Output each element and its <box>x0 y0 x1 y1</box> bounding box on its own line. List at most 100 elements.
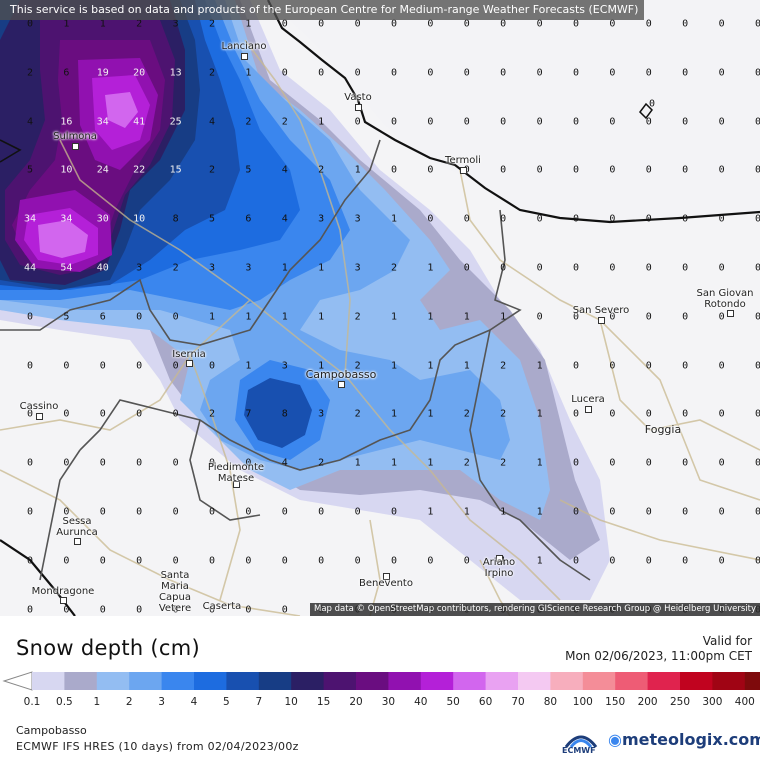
grid-value: 0 <box>718 164 725 176</box>
grid-value: 5 <box>245 164 252 176</box>
grid-value: 0 <box>136 457 143 469</box>
grid-value: 0 <box>281 506 288 518</box>
grid-value: 2 <box>463 408 470 420</box>
grid-value: 0 <box>463 213 470 225</box>
grid-value: 0 <box>536 116 543 128</box>
grid-value: 1 <box>427 262 434 274</box>
grid-value: 0 <box>208 457 216 469</box>
grid-value: 1 <box>245 67 252 79</box>
grid-value: 0 <box>645 116 652 128</box>
grid-value: 0 <box>172 360 179 372</box>
grid-value: 0 <box>390 18 398 30</box>
grid-value: 1 <box>463 506 470 518</box>
grid-value: 0 <box>463 18 470 30</box>
grid-value: 0 <box>572 67 580 79</box>
grid-value: 5 <box>63 311 70 323</box>
location-name: Campobasso <box>16 724 87 737</box>
grid-value: 2 <box>281 116 288 128</box>
color-scale <box>2 671 760 691</box>
grid-value: 0 <box>572 311 580 323</box>
grid-value: 0 <box>136 555 143 567</box>
grid-value: 1 <box>536 555 543 567</box>
grid-value: 2 <box>208 18 216 30</box>
grid-value: 0 <box>645 506 652 518</box>
grid-value: 1 <box>245 18 252 30</box>
grid-value: 3 <box>318 213 325 225</box>
map-attribution[interactable]: Map data © OpenStreetMap contributors, r… <box>310 603 760 616</box>
grid-value: 1 <box>390 311 398 323</box>
grid-value: 0 <box>682 18 689 30</box>
grid-value: 0 <box>354 67 361 79</box>
city-label-sulmona: Sulmona <box>53 131 97 142</box>
grid-value: 0 <box>536 311 543 323</box>
scale-box <box>550 672 584 690</box>
grid-value: 6 <box>245 213 252 225</box>
scale-tick-label: 10 <box>284 696 298 708</box>
scale-box <box>680 672 713 690</box>
grid-value: 0 <box>536 18 543 30</box>
city-label-ariano-irpino: Ariano Irpino <box>482 557 516 579</box>
grid-value: 4 <box>281 213 288 225</box>
grid-value: 0 <box>754 457 760 469</box>
grid-value: 41 <box>133 116 146 128</box>
city-marker-lucera <box>585 406 592 413</box>
scale-box <box>291 672 325 690</box>
city-label-isernia: Isernia <box>172 349 206 360</box>
grid-value: 2 <box>172 262 179 274</box>
scale-tick-label: 2 <box>125 696 133 708</box>
scale-tick-label: 300 <box>702 696 723 708</box>
grid-value: 20 <box>133 67 146 79</box>
grid-value: 0 <box>136 604 143 616</box>
grid-value: 0 <box>208 604 216 616</box>
grid-value: 0 <box>26 18 34 30</box>
grid-value: 0 <box>427 213 434 225</box>
weather-map[interactable]: 0 1 1 2 3 2 1 0 0 0 0 0 0 0 0 0 0 0 0 0 0 2 6 19 20 13 2 1 0 0 0 0 0 0 0 0 0… <box>0 0 760 616</box>
grid-value: 0 <box>463 116 470 128</box>
grid-value: 0 <box>99 408 106 420</box>
grid-value: 0 <box>136 408 143 420</box>
scale-box <box>356 672 389 690</box>
scale-tick-label: 150 <box>605 696 626 708</box>
grid-value: 0 <box>172 311 179 323</box>
grid-value: 1 <box>500 506 507 518</box>
grid-value: 10 <box>133 213 146 225</box>
scale-tick-label: 30 <box>381 696 396 708</box>
grid-value: 0 <box>536 262 543 274</box>
grid-value: 13 <box>169 67 182 79</box>
grid-value: 0 <box>645 164 652 176</box>
grid-value: 54 <box>60 262 73 274</box>
meteologix-logo[interactable]: ◉meteologix.com <box>608 730 760 749</box>
grid-value: 0 <box>754 555 760 567</box>
grid-value: 0 <box>281 67 288 79</box>
grid-value: 0 <box>245 604 252 616</box>
grid-value: 1 <box>63 18 70 30</box>
grid-value: 0 <box>390 116 398 128</box>
grid-value: 34 <box>60 213 73 225</box>
grid-value: 2 <box>354 408 361 420</box>
scale-arrow-low <box>2 671 33 691</box>
scale-tick-label: 200 <box>637 696 658 708</box>
grid-value: 0 <box>63 506 70 518</box>
meteologix-logo-text: meteologix.com <box>621 730 760 749</box>
grid-value: 0 <box>754 213 760 225</box>
grid-value: 0 <box>463 262 470 274</box>
grid-value: 0 <box>172 604 179 616</box>
grid-value: 0 <box>208 555 216 567</box>
city-marker-san-giovanni-rotondo <box>727 310 734 317</box>
grid-value: 1 <box>390 457 398 469</box>
grid-value: 0 <box>645 555 652 567</box>
grid-value: 8 <box>281 408 288 420</box>
grid-value: 0 <box>754 408 760 420</box>
grid-value: 0 <box>318 18 325 30</box>
grid-value: 0 <box>609 18 616 30</box>
city-label-cassino: Cassino <box>19 401 59 412</box>
grid-value: 0 <box>26 604 34 616</box>
grid-value: 0 <box>172 457 179 469</box>
grid-value: 0 <box>682 408 689 420</box>
grid-value: 0 <box>754 506 760 518</box>
scale-box <box>323 672 357 690</box>
grid-value: 2 <box>318 164 325 176</box>
grid-value: 0 <box>427 555 434 567</box>
grid-value: 0 <box>572 262 580 274</box>
grid-value: 0 <box>572 116 580 128</box>
